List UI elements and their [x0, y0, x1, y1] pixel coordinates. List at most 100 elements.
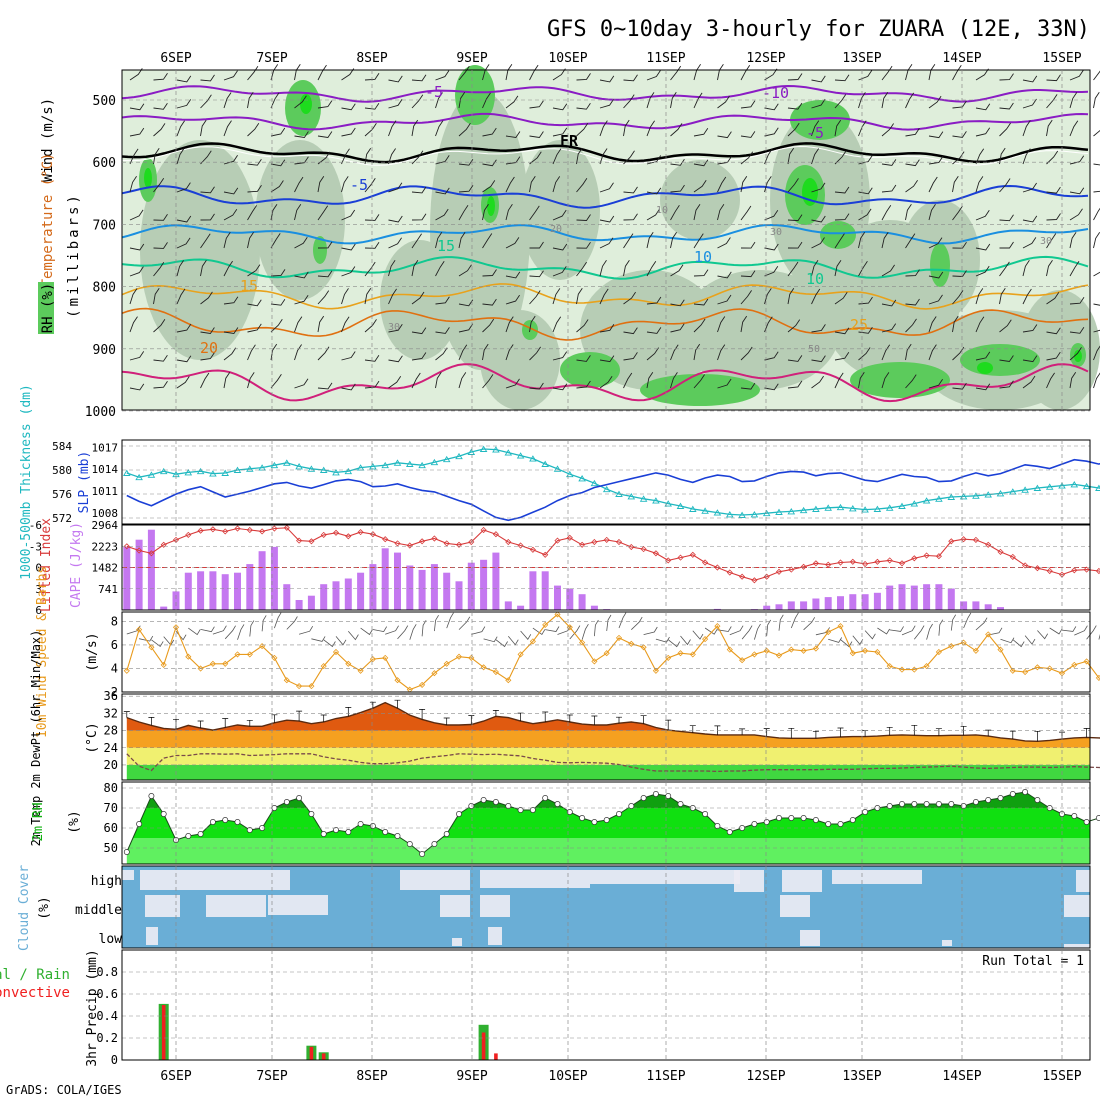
cape-bar — [419, 570, 426, 610]
cape-bar — [209, 571, 216, 610]
rh-point — [789, 815, 794, 820]
cape-bar — [899, 584, 906, 610]
cape-bar — [296, 600, 303, 610]
rh-point — [1096, 815, 1100, 820]
rh-ytick: 60 — [104, 821, 118, 835]
rh-point — [493, 799, 498, 804]
temp-ytick: 36 — [104, 689, 118, 703]
upper-air-ylabel-temp: Temperature (°C) — [40, 153, 56, 288]
contour-label: 30 — [1040, 236, 1052, 247]
rh-point — [653, 791, 658, 796]
cloud-cover-clear — [734, 870, 764, 892]
rh-point — [801, 815, 806, 820]
cape-ytick: 2964 — [92, 519, 119, 532]
slp-ytick: 1011 — [92, 485, 119, 498]
rh-point — [444, 831, 449, 836]
cloud-cover-clear — [206, 895, 266, 917]
upper-air-ytick: 800 — [93, 281, 116, 296]
x-axis-bottom-label: 8SEP — [356, 1069, 387, 1084]
rh-point — [543, 795, 548, 800]
x-axis-top-label: 11SEP — [646, 51, 685, 66]
rh-point — [813, 817, 818, 822]
rh-point — [358, 821, 363, 826]
cape-bar — [468, 563, 475, 610]
cape-bar — [591, 606, 598, 610]
temp-ytick: 28 — [104, 724, 118, 738]
cape-bar — [960, 601, 967, 610]
precip-convective-bar — [482, 1033, 486, 1061]
cape-bar — [406, 566, 413, 611]
rh-point — [727, 829, 732, 834]
rh-shade-green — [640, 374, 760, 406]
cape-bar — [382, 548, 389, 610]
rh-shade-green — [820, 221, 856, 249]
cloud-yunit: (%) — [37, 896, 52, 919]
cloud-cover-clear — [488, 927, 502, 945]
rh-shade-bright — [144, 168, 152, 188]
rh-shade-green — [560, 352, 620, 388]
cape-ytick: 1482 — [92, 562, 119, 575]
rh-point — [1084, 819, 1089, 824]
rh-point — [297, 795, 302, 800]
rh-point — [604, 817, 609, 822]
rh-point — [998, 795, 1003, 800]
rh-band — [122, 838, 1090, 864]
cape-bar — [529, 571, 536, 610]
rh-yunit: (%) — [67, 810, 82, 833]
temp-yunit: (°C) — [85, 722, 100, 753]
precip-convective-bar — [494, 1053, 498, 1060]
cloud-level-label: middle — [75, 903, 122, 918]
contour-label: 15 — [437, 237, 455, 255]
rh-point — [481, 797, 486, 802]
cape-bar — [935, 584, 942, 610]
rh-point — [838, 821, 843, 826]
cape-bar — [763, 606, 770, 610]
cloud-cover-clear — [140, 870, 290, 890]
temp-ytick: 24 — [104, 741, 118, 755]
cape-bar — [776, 604, 783, 610]
x-axis-bottom-label: 7SEP — [256, 1069, 287, 1084]
cape-bar — [886, 586, 893, 610]
upper-air-ylabel-units: (millibars) — [66, 192, 82, 318]
rh-point — [986, 797, 991, 802]
cape-bar — [197, 571, 204, 610]
rh-shade-green — [850, 362, 950, 398]
rh-point — [850, 817, 855, 822]
upper-air-ytick: 700 — [93, 218, 116, 233]
wind-ytick: 8 — [111, 614, 118, 628]
precip-convective-bar — [322, 1053, 326, 1060]
wind-ytick: 6 — [111, 638, 118, 652]
cape-bar — [456, 581, 463, 610]
slp-ytick: 1014 — [92, 463, 119, 476]
rh-point — [1023, 789, 1028, 794]
temp-band — [122, 765, 1090, 780]
precip-ytick: 0 — [111, 1053, 118, 1067]
contour-label: FR — [560, 132, 579, 150]
rh-point — [936, 801, 941, 806]
x-axis-bottom-label: 11SEP — [646, 1069, 685, 1084]
x-axis-top-label: 12SEP — [746, 51, 785, 66]
rh-point — [666, 793, 671, 798]
contour-label: -5 — [806, 124, 824, 142]
cape-bar — [837, 596, 844, 610]
upper-air-ytick: 500 — [93, 94, 116, 109]
cape-bar — [246, 564, 253, 610]
x-axis-top-label: 14SEP — [942, 51, 981, 66]
x-axis-top-label: 13SEP — [842, 51, 881, 66]
cape-bar — [874, 593, 881, 610]
rh-shade-bright — [487, 196, 495, 216]
contour-label: 20 — [550, 224, 562, 235]
cape-bar — [185, 573, 192, 610]
cape-bar — [320, 584, 327, 610]
cloud-cover-clear — [832, 870, 922, 884]
x-axis-top-label: 6SEP — [160, 51, 191, 66]
contour-label: 15 — [240, 277, 258, 295]
slp-ytick: 1017 — [92, 441, 119, 454]
rh-point — [124, 849, 129, 854]
rh-point — [346, 829, 351, 834]
precip-convective-bar — [310, 1047, 314, 1060]
cloud-cover-clear — [800, 930, 820, 946]
cape-bar — [345, 579, 352, 611]
cloud-cover-clear — [122, 870, 134, 880]
rh-point — [899, 801, 904, 806]
